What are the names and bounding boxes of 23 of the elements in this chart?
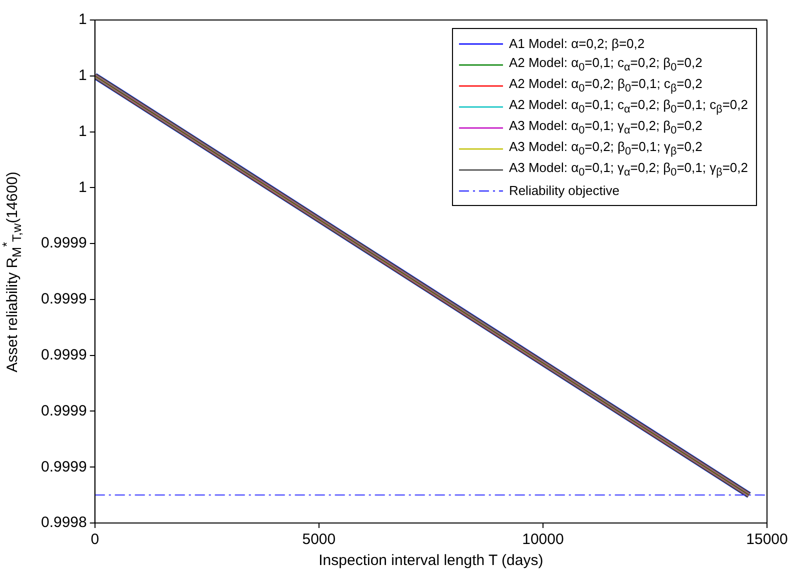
legend-label: A1 Model: α=0,2; β=0,2	[508, 36, 645, 51]
x-tick-label: 0	[90, 531, 100, 548]
legend-label: A2 Model: α$_{0}$=0,1; c$_{α}$=0,2; β$_{0}$=0,2	[508, 55, 702, 74]
x-axis-title: Inspection interval length T (days)	[318, 552, 544, 569]
text: A3 Model: α$_{0}$=0,1; γ$_{α}$=0,2; β$_{0}$=0,1; γ$_{β}$=0,2	[508, 160, 748, 179]
legend-label: A3 Model: α$_{0}$=0,2; β$_{0}$=0,1; γ$_{β}$=0,2	[508, 139, 702, 158]
legend-label: A3 Model: α$_{0}$=0,1; γ$_{α}$=0,2; β$_{0}$=0,2	[508, 118, 702, 137]
y-tick-label: 1	[78, 178, 87, 196]
y-tick-label: 0.9999	[40, 346, 87, 364]
y-tick-label: 1	[78, 122, 87, 140]
x-tick-label: 15000	[746, 531, 788, 548]
y-tick-label: 1	[78, 67, 87, 84]
legend-label: Reliability objective	[508, 183, 620, 198]
y-tick-label: 0.9999	[40, 234, 87, 252]
y-tick-label: 0.9999	[40, 458, 87, 476]
y-tick-label: 0.9998	[40, 514, 87, 532]
x-tick-label: 10000	[522, 531, 564, 548]
legend-label: A2 Model: α$_{0}$=0,2; β$_{0}$=0,1; c$_{β}$=0,2	[508, 76, 702, 95]
y-tick-label: 0.9999	[40, 402, 87, 420]
y-tick-label: 0.9999	[40, 290, 87, 308]
y-tick-label: 1	[78, 11, 87, 28]
x-tick-label: 5000	[302, 531, 336, 548]
text: A2 Model: α$_{0}$=0,1; c$_{α}$=0,2; β$_{0}$=0,1; c$_{β}$=0,2	[508, 97, 748, 116]
